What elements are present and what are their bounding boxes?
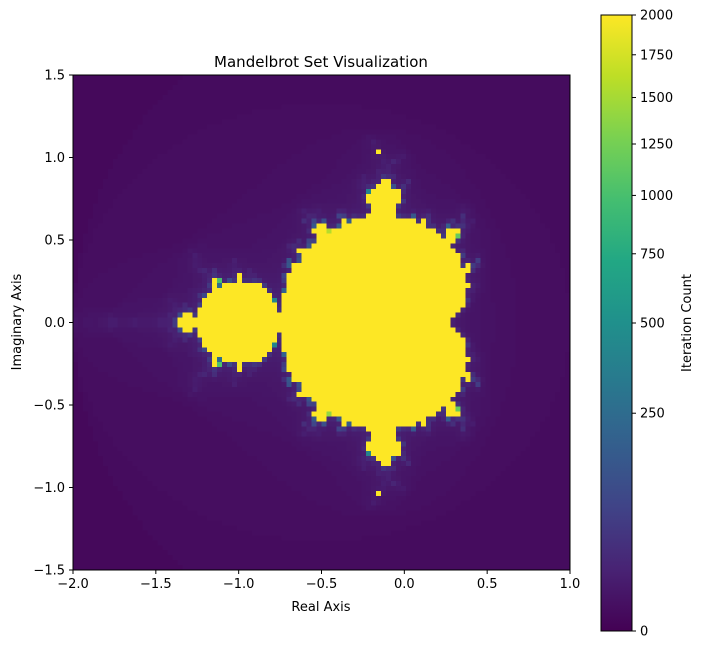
colorbar-tick-label: 750	[640, 247, 665, 262]
x-tick-label: 0.5	[477, 577, 498, 592]
y-tick-label: 1.0	[44, 151, 65, 166]
x-axis-label: Real Axis	[291, 600, 350, 615]
colorbar-tick-label: 2000	[640, 9, 673, 24]
colorbar-tick-label: 1500	[640, 91, 673, 106]
colorbar-tick-label: 1000	[640, 189, 673, 204]
colorbar-ticks: 0 250 500 750 1000 1250 1500 1750 2000	[632, 9, 673, 640]
colorbar-label: Iteration Count	[680, 274, 695, 372]
y-axis-label: Imaginary Axis	[10, 273, 25, 370]
colorbar-gradient	[601, 15, 632, 631]
y-tick-label: 0.0	[44, 316, 65, 331]
heatmap-image	[73, 75, 570, 570]
colorbar-tick-label: 500	[640, 317, 665, 332]
colorbar: 0 250 500 750 1000 1250 1500 1750 2000 Iteration…	[600, 9, 695, 640]
x-tick-label: 1.0	[560, 577, 581, 592]
x-tick-label: −1.0	[223, 577, 255, 592]
x-axis-ticks: −2.0 −1.5 −1.0 −0.5 0.0 0.5 1.0	[57, 570, 580, 592]
colorbar-tick-label: 1750	[640, 48, 673, 63]
colorbar-tick-label: 1250	[640, 138, 673, 153]
y-tick-label: −0.5	[33, 399, 65, 414]
x-tick-label: 0.0	[394, 577, 415, 592]
y-axis-ticks: −1.5 −1.0 −0.5 0.0 0.5 1.0 1.5	[33, 69, 73, 579]
y-tick-label: −1.0	[33, 481, 65, 496]
x-tick-label: −1.5	[140, 577, 172, 592]
y-tick-label: −1.5	[33, 564, 65, 579]
y-tick-label: 0.5	[44, 234, 65, 249]
x-tick-label: −2.0	[57, 577, 89, 592]
colorbar-tick-label: 250	[640, 407, 665, 422]
plot-area	[72, 74, 571, 571]
x-tick-label: −0.5	[306, 577, 338, 592]
chart-title: Mandelbrot Set Visualization	[214, 53, 428, 71]
colorbar-tick-label: 0	[640, 625, 648, 640]
y-tick-label: 1.5	[44, 69, 65, 84]
